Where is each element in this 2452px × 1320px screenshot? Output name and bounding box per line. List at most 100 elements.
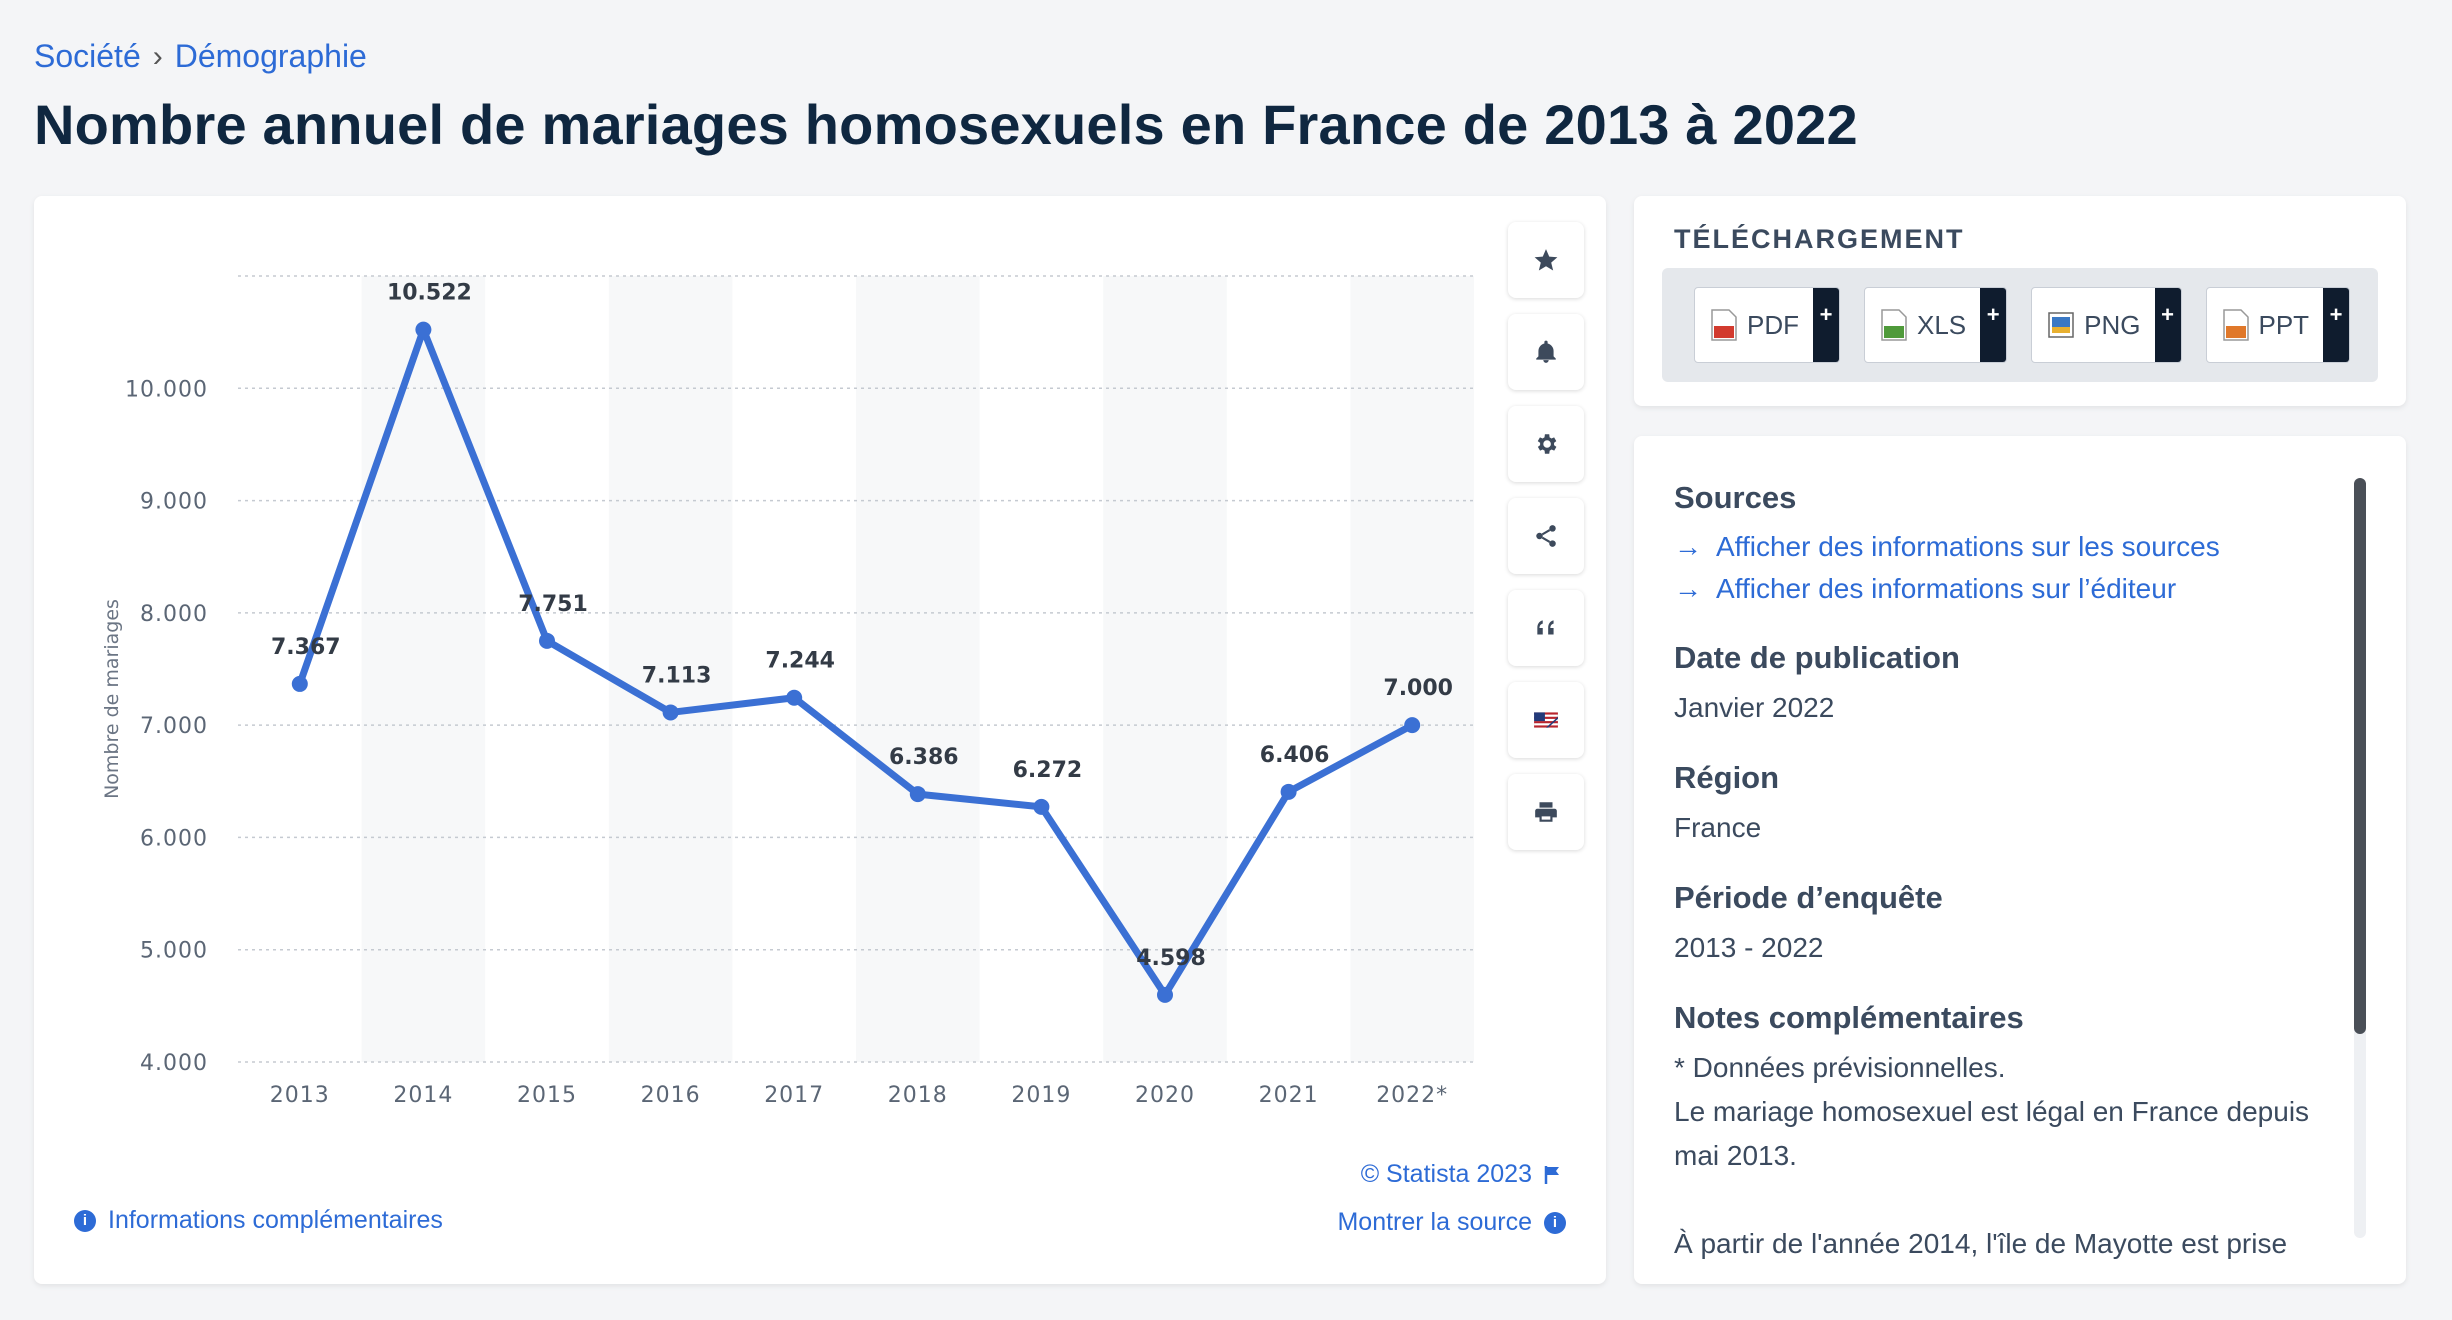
period-title: Période d’enquête <box>1674 880 1943 915</box>
download-png-button[interactable]: PNG + <box>2031 287 2182 363</box>
date-value: Janvier 2022 <box>1674 692 1835 723</box>
notes-line-1: * Données prévisionnelles. <box>1674 1052 2006 1083</box>
data-point <box>1280 783 1297 800</box>
x-tick-label: 2022* <box>1376 1083 1448 1108</box>
data-point <box>786 689 803 706</box>
pdf-file-icon <box>1711 309 1737 341</box>
data-label: 7.244 <box>765 649 835 674</box>
quote-icon <box>1537 620 1554 635</box>
info-card: Sources → Afficher des informations sur … <box>1634 436 2406 1284</box>
data-label: 6.406 <box>1260 743 1330 768</box>
show-source-label: Montrer la source <box>1337 1208 1532 1236</box>
x-tick-label: 2014 <box>393 1083 453 1108</box>
show-source-link[interactable]: Montrer la source i <box>1337 1208 1566 1237</box>
chart-toolbar <box>1508 222 1586 866</box>
publisher-link-label: Afficher des informations sur l’éditeur <box>1716 573 2177 604</box>
share-icon <box>1536 525 1556 547</box>
plus-icon[interactable]: + <box>2154 288 2181 362</box>
info-content: Sources → Afficher des informations sur … <box>1674 480 2334 1284</box>
breadcrumb-item-societe[interactable]: Société <box>34 38 141 74</box>
breadcrumb-item-demographie[interactable]: Démographie <box>174 38 367 74</box>
xls-file-icon <box>1881 309 1907 341</box>
gear-icon <box>1537 434 1557 454</box>
arrow-right-icon: → <box>1674 531 1702 562</box>
data-label: 6.272 <box>1013 758 1083 783</box>
download-png-label: PNG <box>2084 309 2141 340</box>
more-info-link[interactable]: i Informations complémentaires <box>74 1206 443 1235</box>
plus-icon[interactable]: + <box>1813 288 1839 362</box>
y-tick-label: 8.000 <box>140 602 208 627</box>
plus-icon[interactable]: + <box>2323 288 2350 362</box>
copyright-text: © Statista 2023 <box>1360 1160 1532 1188</box>
download-card: TÉLÉCHARGEMENT PDF + XLS + PNG + <box>1634 196 2406 406</box>
region-value: France <box>1674 812 1762 843</box>
copyright-link[interactable]: © Statista 2023 <box>1361 1160 1562 1189</box>
y-tick-label: 4.000 <box>140 1051 208 1076</box>
download-pdf-label: PDF <box>1747 309 1799 340</box>
download-xls-button[interactable]: XLS + <box>1864 287 2008 363</box>
x-tick-label: 2018 <box>888 1083 948 1108</box>
scrollbar-thumb[interactable] <box>2354 478 2366 1034</box>
settings-button[interactable] <box>1508 406 1584 482</box>
data-point <box>539 632 555 649</box>
download-pdf-button[interactable]: PDF + <box>1694 287 1840 363</box>
y-tick-label: 7.000 <box>140 714 208 739</box>
sources-title: Sources <box>1674 480 1797 515</box>
print-button[interactable] <box>1508 774 1584 850</box>
chart-card: 4.000 5.000 6.000 7.000 8.000 9.000 10.000 2013… <box>34 196 1606 1284</box>
period-value: 2013 - 2022 <box>1674 932 1824 963</box>
period-section: Période d’enquête 2013 - 2022 <box>1674 880 2334 970</box>
print-icon <box>1535 802 1557 822</box>
line-chart: 4.000 5.000 6.000 7.000 8.000 9.000 10.000 2013… <box>101 275 1474 1108</box>
date-title: Date de publication <box>1674 640 1960 675</box>
notification-button[interactable] <box>1508 314 1584 390</box>
data-label: 7.751 <box>518 592 588 617</box>
column-band <box>1103 276 1227 1062</box>
series-line <box>296 326 1416 999</box>
download-ppt-button[interactable]: PPT + <box>2205 287 2351 363</box>
data-label: 7.000 <box>1383 676 1453 701</box>
region-title: Région <box>1674 760 1780 795</box>
x-tick-label: 2015 <box>517 1083 577 1108</box>
data-point <box>1033 798 1050 815</box>
x-tick-label: 2019 <box>1011 1083 1071 1108</box>
publisher-link[interactable]: → Afficher des informations sur l’éditeu… <box>1674 568 2334 610</box>
x-tick-label: 2013 <box>270 1083 330 1108</box>
data-label: 7.113 <box>642 663 712 688</box>
data-point <box>1404 717 1421 734</box>
region-section: Région France <box>1674 760 2334 850</box>
info-icon: i <box>1544 1211 1566 1234</box>
data-point <box>415 321 432 338</box>
date-section: Date de publication Janvier 2022 <box>1674 640 2334 730</box>
data-label: 6.386 <box>889 745 959 770</box>
plus-icon[interactable]: + <box>1980 288 2007 362</box>
column-band <box>608 276 733 1062</box>
share-button[interactable] <box>1508 498 1584 574</box>
data-point <box>291 675 308 692</box>
data-label: 4.598 <box>1136 946 1206 971</box>
language-button[interactable] <box>1508 682 1584 758</box>
more-info-label: Informations complémentaires <box>108 1206 443 1234</box>
download-ppt-label: PPT <box>2258 309 2310 340</box>
download-buttons: PDF + XLS + PNG + PPT + <box>1662 268 2378 382</box>
data-point <box>662 704 679 721</box>
scrollbar[interactable] <box>2354 478 2366 1238</box>
sources-link[interactable]: → Afficher des informations sur les sour… <box>1674 526 2334 568</box>
flag-uk-us-icon <box>1534 712 1558 728</box>
breadcrumb: Société › Démographie <box>34 38 367 75</box>
data-label: 10.522 <box>387 281 472 306</box>
arrow-right-icon: → <box>1674 573 1702 604</box>
ppt-file-icon <box>2222 309 2249 341</box>
data-point <box>1157 986 1173 1003</box>
favorite-button[interactable] <box>1508 222 1584 298</box>
notes-line-3: À partir de l'année 2014, l'île de Mayot… <box>1674 1228 2288 1259</box>
column-band <box>856 276 980 1062</box>
x-tick-label: 2021 <box>1259 1083 1319 1108</box>
notes-line-2: Le mariage homosexuel est légal en Franc… <box>1674 1096 2310 1171</box>
y-tick-label: 9.000 <box>140 490 208 515</box>
download-title: TÉLÉCHARGEMENT <box>1674 224 1965 254</box>
png-file-icon <box>2048 312 2074 338</box>
cite-button[interactable] <box>1508 590 1584 666</box>
info-icon: i <box>74 1209 96 1232</box>
page-title: Nombre annuel de mariages homosexuels en… <box>34 93 1858 156</box>
